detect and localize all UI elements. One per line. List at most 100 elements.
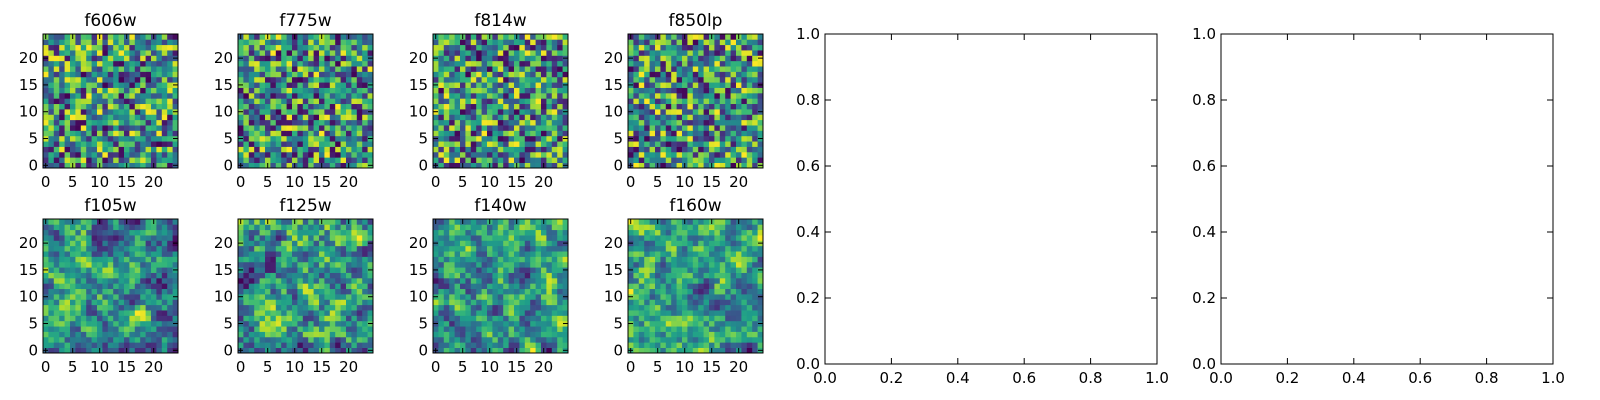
heatmap-cell — [546, 336, 553, 343]
heatmap-cell — [329, 272, 336, 279]
heatmap-cell — [308, 87, 314, 94]
heatmap-cell — [151, 342, 157, 348]
heatmap-cell — [129, 256, 136, 263]
heatmap-cell — [124, 98, 130, 105]
heatmap-cell — [703, 92, 710, 99]
heatmap-cell — [254, 82, 260, 88]
heatmap-cell — [308, 157, 314, 163]
heatmap-cell — [746, 283, 753, 290]
heatmap-cell — [671, 283, 677, 290]
heatmap-cell — [492, 251, 499, 257]
heatmap-cell — [757, 146, 764, 153]
heatmap-cell — [356, 98, 363, 105]
heatmap-cell — [97, 224, 103, 231]
heatmap-cell — [514, 240, 520, 247]
heatmap-cell — [671, 315, 677, 322]
heatmap-cell — [638, 66, 645, 72]
heatmap-cell — [254, 229, 260, 236]
heatmap-cell — [134, 109, 141, 115]
heatmap-cell — [59, 245, 65, 252]
heatmap-cell — [730, 141, 737, 147]
heatmap-cell — [80, 92, 87, 99]
heatmap-cell — [91, 151, 98, 158]
heatmap-cell — [75, 331, 82, 338]
heatmap-cell — [151, 82, 157, 88]
heatmap-cell — [454, 103, 461, 110]
heatmap-cell — [433, 92, 439, 99]
heatmap-cell — [514, 109, 520, 115]
heatmap-cell — [725, 50, 731, 56]
heatmap-cell — [313, 229, 320, 236]
heatmap-cell — [308, 347, 314, 354]
heatmap-cell — [524, 114, 531, 121]
heatmap-cell — [145, 87, 152, 94]
heatmap-cell — [275, 92, 282, 99]
heatmap-cell — [638, 162, 645, 169]
heatmap-cell — [497, 109, 504, 115]
heatmap-cell — [124, 283, 130, 290]
heatmap-cell — [362, 261, 368, 268]
heatmap-cell — [140, 310, 146, 316]
heatmap-cell — [329, 229, 336, 236]
heatmap-cell — [335, 310, 341, 316]
heatmap-cell — [454, 224, 461, 231]
heatmap-cell — [546, 342, 553, 348]
heatmap-cell — [649, 39, 656, 46]
heatmap-cell — [313, 125, 320, 131]
heatmap-cell — [465, 103, 472, 110]
heatmap-cell — [687, 125, 694, 131]
heatmap-cell — [118, 82, 125, 88]
heatmap-cell — [535, 342, 542, 348]
heatmap-cell — [633, 326, 640, 332]
heatmap-cell — [254, 98, 260, 105]
heatmap-cell — [709, 288, 715, 295]
heatmap-cell — [492, 98, 499, 105]
heatmap-cell — [80, 55, 87, 62]
heatmap-cell — [628, 336, 634, 343]
heatmap-cell — [118, 261, 125, 268]
heatmap-cell — [470, 157, 477, 163]
heatmap-cell — [145, 315, 152, 322]
heatmap-cell — [438, 261, 445, 268]
heatmap-cell — [324, 229, 331, 236]
heatmap-cell — [709, 82, 715, 88]
heatmap-cell — [75, 34, 82, 40]
heatmap-cell — [329, 151, 336, 158]
heatmap-cell — [660, 331, 667, 338]
heatmap-cell — [530, 326, 536, 332]
heatmap-cell — [671, 92, 677, 99]
heatmap-cell — [676, 92, 683, 99]
heatmap-cell — [140, 71, 146, 78]
heatmap-cell — [275, 347, 282, 354]
heatmap-cell — [752, 342, 758, 348]
heatmap-cell — [562, 251, 569, 257]
heatmap-cell — [719, 331, 726, 338]
heatmap-cell — [730, 114, 737, 121]
heatmap-cell — [481, 336, 488, 343]
heatmap-cell — [638, 60, 645, 67]
heatmap-cell — [676, 55, 683, 62]
heatmap-cell — [151, 304, 157, 311]
heatmap-cell — [324, 283, 331, 290]
heatmap-cell — [145, 60, 152, 67]
heatmap-cell — [313, 135, 320, 142]
heatmap-cell — [687, 119, 694, 126]
heatmap-cell — [487, 272, 493, 279]
heatmap-cell — [156, 34, 163, 40]
heatmap-cell — [70, 229, 76, 236]
heatmap-cell — [487, 331, 493, 338]
heatmap-cell — [757, 304, 764, 311]
heatmap-cell — [259, 294, 266, 300]
heatmap-cell — [86, 44, 92, 51]
heatmap-cell — [356, 39, 363, 46]
heatmap-cell — [259, 288, 266, 295]
heatmap-cell — [746, 294, 753, 300]
heatmap-cell — [259, 55, 266, 62]
heatmap-cell — [286, 55, 293, 62]
heatmap-cell — [302, 114, 309, 121]
heatmap-cell — [145, 288, 152, 295]
heatmap-cell — [129, 219, 136, 225]
heatmap-cell — [75, 261, 82, 268]
heatmap-cell — [438, 141, 445, 147]
heatmap-cell — [438, 320, 445, 327]
